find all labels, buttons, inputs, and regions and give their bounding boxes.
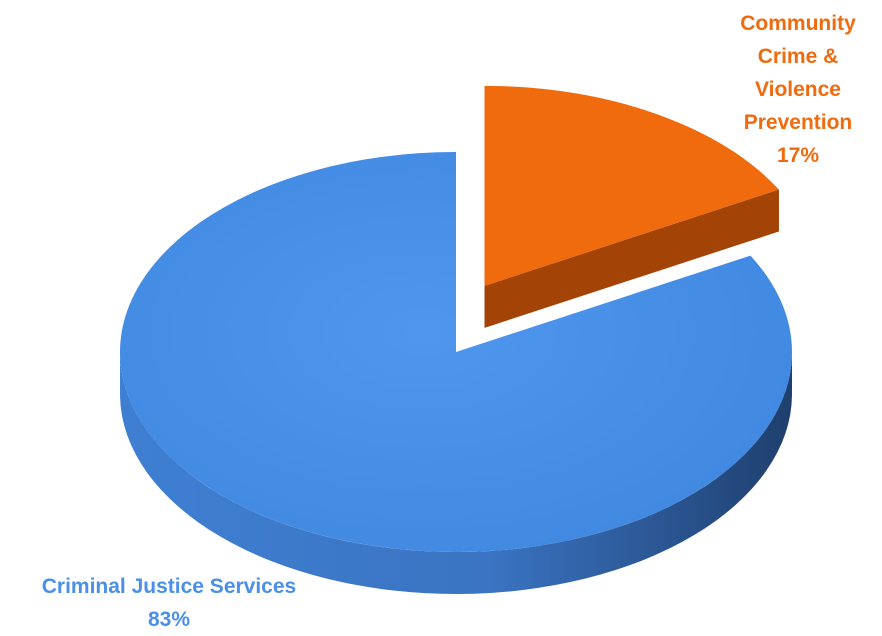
ccvp-label-line-4: Prevention — [743, 111, 853, 134]
slice-side-criminal-justice-services — [120, 352, 792, 594]
ccvp-value-label: 17% — [776, 144, 820, 167]
slice-community-crime-violence-prevention — [484, 85, 779, 286]
slice-wall-community-crime — [484, 189, 779, 328]
cjs-value-label: 83% — [147, 608, 191, 631]
ccvp-label-line-2: Crime & — [757, 45, 839, 68]
slice-criminal-justice-services — [119, 152, 792, 552]
ccvp-label-line-3: Violence — [755, 78, 841, 101]
community-crime-violence-prevention-label: Community Crime & Violence Prevention 17… — [718, 7, 878, 172]
ccvp-label-line-1: Community — [740, 12, 856, 35]
cjs-label-name: Criminal Justice Services — [41, 575, 297, 598]
criminal-justice-services-label: Criminal Justice Services 83% — [6, 570, 332, 636]
